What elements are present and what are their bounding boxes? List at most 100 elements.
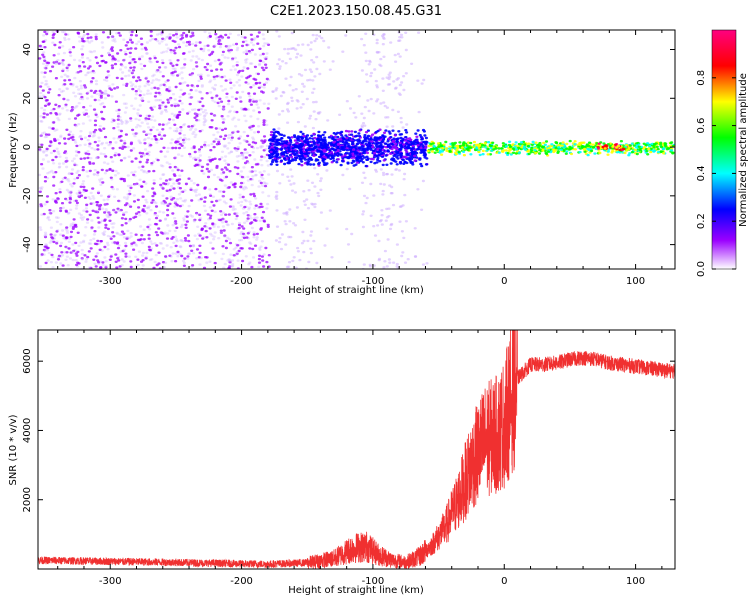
- heatmap-cell: [659, 143, 662, 145]
- heatmap-cell: [179, 38, 182, 40]
- heatmap-cell: [213, 88, 216, 90]
- heatmap-cell: [370, 158, 373, 160]
- heatmap-cell: [137, 41, 140, 43]
- heatmap-cell: [124, 75, 127, 77]
- heatmap-cell: [172, 182, 175, 184]
- heatmap-cell: [376, 142, 379, 144]
- heatmap-cell: [390, 192, 393, 194]
- heatmap-cell: [300, 140, 303, 142]
- heatmap-cell: [289, 154, 292, 156]
- heatmap-cell: [215, 127, 218, 129]
- heatmap-cell: [282, 91, 285, 93]
- heatmap-cell: [87, 196, 90, 198]
- heatmap-cell: [394, 161, 397, 163]
- heatmap-cell: [252, 141, 255, 143]
- heatmap-cell: [243, 206, 246, 208]
- heatmap-cell: [45, 154, 48, 156]
- heatmap-cell: [236, 49, 239, 51]
- heatmap-cell: [242, 227, 245, 229]
- heatmap-cell: [257, 266, 260, 268]
- heatmap-cell: [161, 174, 164, 176]
- heatmap-cell: [289, 48, 292, 50]
- heatmap-cell: [78, 192, 81, 194]
- heatmap-cell: [278, 68, 281, 70]
- heatmap-cell: [647, 148, 650, 150]
- heatmap-cell: [281, 155, 284, 157]
- heatmap-cell: [291, 32, 294, 34]
- heatmap-cell: [361, 145, 364, 147]
- heatmap-cell: [404, 156, 407, 158]
- heatmap-cell: [110, 156, 113, 158]
- heatmap-cell: [671, 152, 674, 154]
- heatmap-cell: [138, 251, 141, 253]
- heatmap-cell: [62, 235, 65, 237]
- heatmap-cell: [615, 146, 618, 148]
- heatmap-cell: [276, 226, 279, 228]
- heatmap-cell: [239, 142, 242, 144]
- heatmap-cell: [311, 182, 314, 184]
- heatmap-cell: [296, 154, 299, 156]
- heatmap-cell: [364, 202, 367, 204]
- heatmap-cell: [299, 54, 302, 56]
- heatmap-cell: [55, 156, 58, 158]
- heatmap-cell: [121, 71, 124, 73]
- heatmap-cell: [157, 99, 160, 101]
- heatmap-cell: [227, 103, 230, 105]
- heatmap-cell: [361, 69, 364, 71]
- heatmap-cell: [250, 38, 253, 40]
- heatmap-cell: [444, 141, 447, 143]
- heatmap-cell: [123, 196, 126, 198]
- heatmap-cell: [262, 53, 265, 55]
- heatmap-cell: [130, 105, 133, 107]
- heatmap-cell: [99, 204, 102, 206]
- heatmap-cell: [246, 135, 249, 137]
- heatmap-cell: [250, 62, 253, 64]
- heatmap-cell: [545, 153, 548, 155]
- heatmap-cell: [141, 210, 144, 212]
- heatmap-cell: [132, 147, 135, 149]
- heatmap-cell: [388, 262, 391, 264]
- heatmap-cell: [304, 125, 307, 127]
- heatmap-cell: [281, 151, 284, 153]
- heatmap-cell: [347, 143, 350, 145]
- heatmap-cell: [55, 113, 58, 115]
- heatmap-cell: [278, 237, 281, 239]
- heatmap-cell: [190, 31, 193, 33]
- heatmap-cell: [204, 222, 207, 224]
- heatmap-cell: [250, 104, 253, 106]
- heatmap-cell: [198, 148, 201, 150]
- heatmap-cell: [226, 168, 229, 170]
- heatmap-cell: [311, 203, 314, 205]
- heatmap-cell: [122, 84, 125, 86]
- heatmap-cell: [74, 117, 77, 119]
- heatmap-cell: [224, 214, 227, 216]
- heatmap-cell: [286, 176, 289, 178]
- heatmap-cell: [333, 145, 336, 147]
- heatmap-cell: [207, 36, 210, 38]
- heatmap-cell: [223, 201, 226, 203]
- heatmap-cell: [221, 129, 224, 131]
- heatmap-cell: [181, 102, 184, 104]
- heatmap-cell: [296, 107, 299, 109]
- heatmap-cell: [50, 109, 53, 111]
- heatmap-cell: [204, 109, 207, 111]
- heatmap-cell: [185, 45, 188, 47]
- heatmap-cell: [275, 191, 278, 193]
- heatmap-cell: [86, 256, 89, 258]
- heatmap-cell: [230, 87, 233, 89]
- heatmap-cell: [262, 38, 265, 40]
- heatmap-cell: [42, 56, 45, 58]
- heatmap-cell: [604, 147, 607, 149]
- heatmap-cell: [106, 198, 109, 200]
- heatmap-cell: [300, 143, 303, 145]
- heatmap-cell: [341, 51, 344, 53]
- heatmap-cell: [371, 134, 374, 136]
- heatmap-cell: [190, 89, 193, 91]
- heatmap-cell: [175, 227, 178, 229]
- heatmap-cell: [213, 78, 216, 80]
- heatmap-cell: [515, 141, 518, 143]
- heatmap-cell: [39, 45, 42, 47]
- heatmap-cell: [72, 92, 75, 94]
- colorbar-tick-label: 0.2: [696, 213, 707, 229]
- heatmap-cell: [43, 31, 46, 33]
